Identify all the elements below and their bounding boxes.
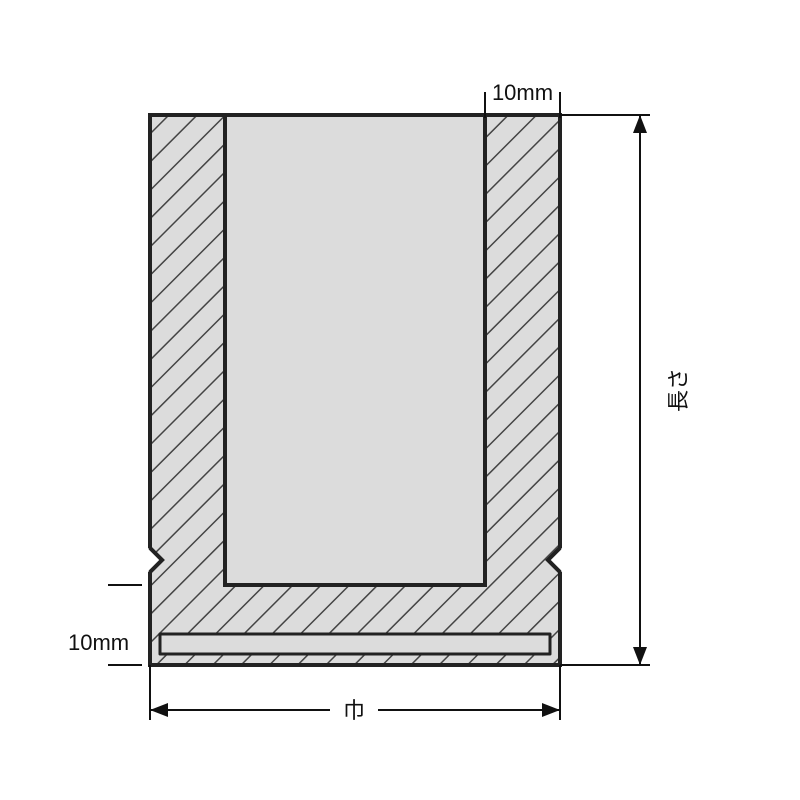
inner-window xyxy=(225,115,485,585)
diagram-canvas: 巾 長さ 10mm 10mm xyxy=(0,0,800,800)
length-dim-label: 長さ xyxy=(666,368,691,412)
top-seal-label: 10mm xyxy=(492,80,553,105)
bottom-channel xyxy=(160,634,550,654)
width-dim-label: 巾 xyxy=(343,698,365,723)
bottom-seal-label: 10mm xyxy=(68,630,129,655)
